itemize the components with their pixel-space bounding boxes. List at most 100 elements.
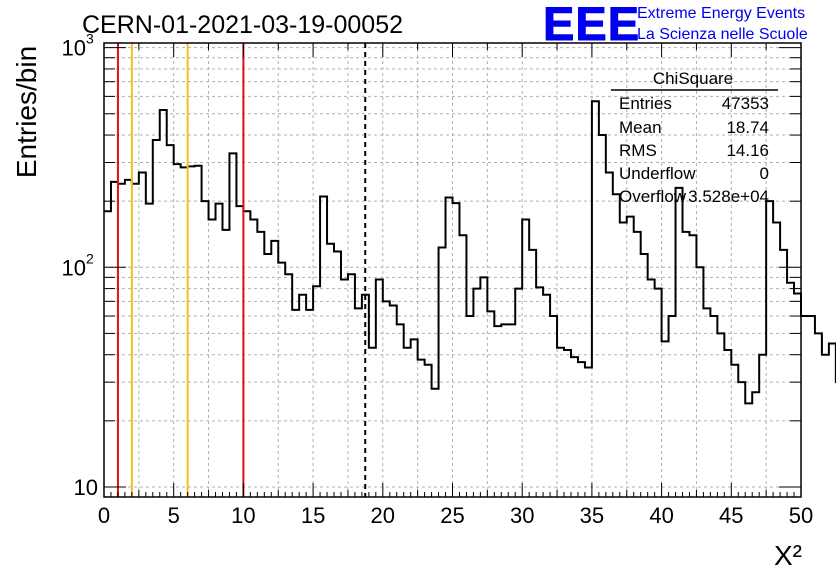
histogram-bin (794, 293, 801, 497)
histogram-bin (648, 279, 655, 497)
histogram-bin (167, 145, 174, 497)
histogram-bin (662, 341, 669, 497)
histogram-bin (787, 283, 794, 497)
y-axis-label: Entries/bin (11, 46, 42, 178)
histogram-bin (334, 252, 341, 497)
histogram-bin (355, 308, 362, 497)
histogram-bin (195, 166, 202, 497)
histogram-bin (111, 182, 118, 497)
y-tick-label: 10 3 (62, 31, 94, 61)
histogram-bin (689, 235, 696, 497)
histogram-bin (564, 350, 571, 497)
y-tick-label: 10 2 (62, 250, 94, 280)
histogram-bin (487, 311, 494, 497)
x-tick-label: 35 (580, 503, 604, 528)
histogram-bin (473, 289, 480, 497)
histogram-bin (578, 362, 585, 497)
histogram-bin (153, 140, 160, 497)
histogram-bin (557, 348, 564, 497)
x-tick-label: 5 (168, 503, 180, 528)
histogram-bin (320, 197, 327, 497)
histogram-bin (759, 355, 766, 497)
histogram-bin (411, 339, 418, 497)
histogram-bin (522, 220, 529, 497)
histogram-bin (599, 135, 606, 497)
histogram-bin (341, 279, 348, 497)
stats-label: Mean (619, 118, 662, 137)
histogram-bin (459, 235, 466, 497)
histogram-bin (592, 101, 599, 497)
histogram-bin (299, 295, 306, 497)
histogram-bin (710, 316, 717, 497)
histogram-bin (397, 324, 404, 497)
histogram-bin (369, 348, 376, 497)
histogram-bin (508, 324, 515, 497)
histogram-bin (515, 289, 522, 497)
histogram-bin (822, 355, 829, 497)
histogram-bin (125, 180, 132, 497)
histogram-bin (585, 367, 592, 497)
x-tick-label: 15 (301, 503, 325, 528)
histogram-bin (271, 241, 278, 497)
histogram-bin (313, 286, 320, 497)
x-tick-label: 25 (440, 503, 464, 528)
histogram-bin (815, 333, 822, 497)
x-tick-label: 50 (789, 503, 813, 528)
stats-label: Overflow (619, 187, 687, 206)
x-tick-label: 0 (98, 503, 110, 528)
histogram-bin (738, 382, 745, 497)
x-tick-label: 20 (371, 503, 395, 528)
histogram-bin (773, 222, 780, 497)
histogram-bin (731, 365, 738, 497)
histogram-bin (536, 287, 543, 497)
y-tick-base: 10 (62, 255, 86, 280)
stats-value: 14.16 (726, 141, 769, 160)
histogram-bin (285, 274, 292, 497)
x-tick-label: 10 (231, 503, 255, 528)
histogram-bin (634, 232, 641, 497)
histogram-bin (724, 350, 731, 497)
histogram-bin (683, 232, 690, 497)
histogram-bin (236, 206, 243, 497)
histogram-bin (209, 220, 216, 497)
histogram-bin (641, 254, 648, 497)
histogram-bin (717, 333, 724, 497)
histogram-bin (292, 310, 299, 497)
stats-value: 3.528e+04 (688, 187, 769, 206)
x-axis-label: X² (774, 540, 802, 571)
y-tick-exponent: 2 (86, 250, 94, 266)
histogram-bin (669, 316, 676, 497)
histogram-bin (432, 389, 439, 497)
x-tick-label: 45 (719, 503, 743, 528)
chart-title: CERN-01-2021-03-19-00052 (82, 11, 403, 39)
histogram-bin (676, 188, 683, 497)
histogram-bin (613, 194, 620, 497)
histogram-bin (453, 203, 460, 497)
axis-ticks (103, 43, 802, 498)
y-tick-base: 10 (62, 36, 86, 61)
x-tick-label: 30 (510, 503, 534, 528)
histogram-bin (466, 316, 473, 497)
histogram-bin (745, 403, 752, 497)
histogram-bin (620, 222, 627, 497)
stats-box: ChiSquare Entries 47353 Mean 18.74 RMS 1… (611, 69, 778, 206)
y-tick-exponent: 3 (86, 31, 94, 47)
histogram-bin (264, 254, 271, 497)
histogram-bin (216, 204, 223, 497)
histogram-bin (480, 277, 487, 497)
logo-subtitle-2: La Scienza nelle Scuole (637, 26, 808, 43)
histogram-bin (390, 306, 397, 497)
logo-subtitle-1: Extreme Energy Events (637, 5, 805, 22)
histogram-bin (348, 274, 355, 497)
histogram-bin (529, 250, 536, 497)
histogram-bin (222, 230, 229, 497)
eee-logo: EEE (543, 0, 640, 50)
histogram-bin (829, 343, 836, 497)
histogram-bin (243, 211, 250, 497)
stats-value: 0 (760, 164, 769, 183)
histogram-bin (327, 244, 334, 497)
histogram-bin (118, 184, 125, 497)
histogram-bin (278, 263, 285, 497)
stats-label: Entries (619, 94, 672, 113)
